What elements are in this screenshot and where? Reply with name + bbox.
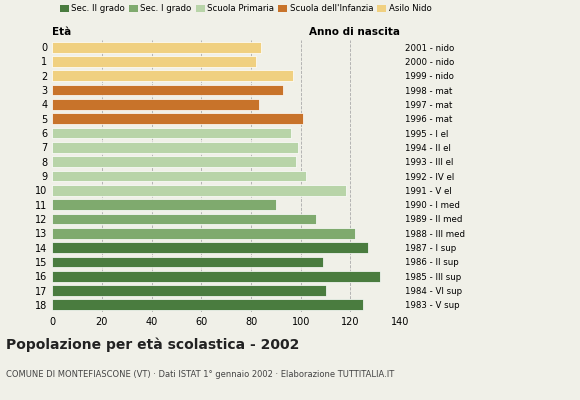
Text: Popolazione per età scolastica - 2002: Popolazione per età scolastica - 2002: [6, 338, 299, 352]
Bar: [52, 300, 363, 310]
Bar: [52, 171, 306, 181]
Bar: [52, 85, 284, 96]
Bar: [52, 56, 256, 67]
Text: Età: Età: [52, 27, 71, 37]
Bar: [52, 142, 298, 153]
Bar: [52, 199, 276, 210]
Bar: [52, 214, 316, 224]
Bar: [52, 128, 291, 138]
Bar: [52, 185, 346, 196]
Text: Anno di nascita: Anno di nascita: [309, 27, 400, 37]
Bar: [52, 228, 356, 239]
Text: COMUNE DI MONTEFIASCONE (VT) · Dati ISTAT 1° gennaio 2002 · Elaborazione TUTTITA: COMUNE DI MONTEFIASCONE (VT) · Dati ISTA…: [6, 370, 394, 379]
Legend: Sec. II grado, Sec. I grado, Scuola Primaria, Scuola dell'Infanzia, Asilo Nido: Sec. II grado, Sec. I grado, Scuola Prim…: [56, 1, 435, 17]
Bar: [52, 256, 323, 267]
Bar: [52, 271, 380, 282]
Bar: [52, 113, 303, 124]
Bar: [52, 285, 325, 296]
Bar: [52, 242, 368, 253]
Bar: [52, 70, 293, 81]
Bar: [52, 156, 296, 167]
Bar: [52, 99, 259, 110]
Bar: [52, 42, 261, 52]
